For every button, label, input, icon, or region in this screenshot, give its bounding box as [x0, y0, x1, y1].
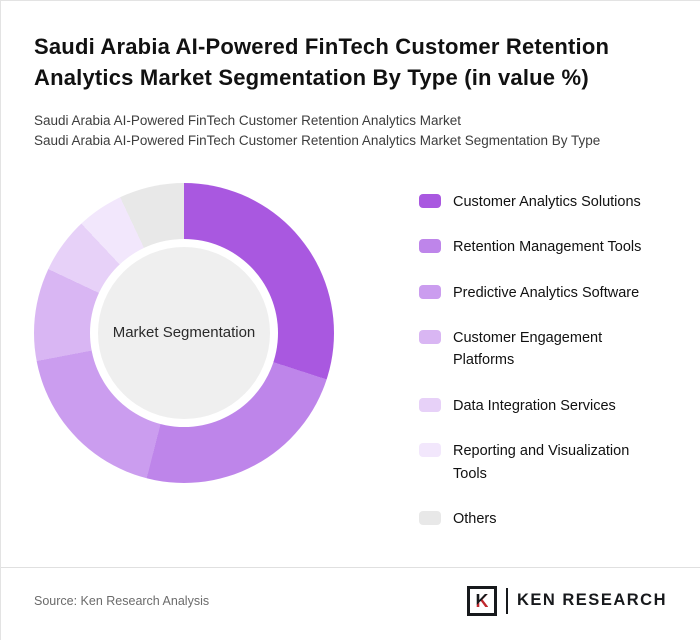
legend-item: Retention Management Tools: [419, 236, 661, 258]
legend-label: Customer Analytics Solutions: [453, 193, 641, 210]
legend-label: Data Integration Services: [453, 397, 616, 414]
page-title: Saudi Arabia AI-Powered FinTech Customer…: [34, 34, 610, 91]
logo-separator: [505, 587, 508, 614]
chart-area: Market Segmentation Customer Analytics S…: [34, 182, 667, 531]
legend-swatch-icon: [419, 397, 441, 412]
legend-item: Others: [419, 508, 661, 530]
legend-swatch-icon: [419, 284, 441, 299]
legend-swatch-icon: [419, 511, 441, 526]
chart-card: Saudi Arabia AI-Powered FinTech Customer…: [1, 1, 700, 531]
legend-swatch-icon: [419, 193, 441, 208]
subtitle-line-1: Saudi Arabia AI-Powered FinTech Customer…: [34, 113, 461, 129]
footer: Source: Ken Research Analysis K KEN RESE…: [1, 568, 700, 616]
logo-k-letter: K: [475, 590, 489, 611]
logo-wordmark: KEN RESEARCH: [516, 591, 667, 610]
donut-hole: Market Segmentation: [90, 238, 278, 427]
legend-label: Reporting and Visualization Tools: [453, 443, 630, 482]
legend-swatch-icon: [419, 239, 441, 254]
legend-swatch-icon: [419, 443, 441, 458]
legend-label: Predictive Analytics Software: [453, 284, 640, 301]
legend-item: Customer Analytics Solutions: [419, 191, 661, 213]
subtitle-line-2: Saudi Arabia AI-Powered FinTech Customer…: [34, 133, 601, 149]
legend-item: Predictive Analytics Software: [419, 282, 661, 304]
source-note: Source: Ken Research Analysis: [34, 593, 210, 608]
donut-chart: Market Segmentation: [34, 182, 334, 483]
legend-swatch-icon: [419, 330, 441, 344]
donut-center-label: Market Segmentation: [112, 324, 256, 342]
legend-item: Customer Engagement Platforms: [419, 327, 661, 372]
logo-k-box-icon: K: [466, 585, 497, 616]
legend-item: Data Integration Services: [419, 395, 661, 417]
legend-label: Retention Management Tools: [453, 239, 642, 256]
donut-center-disc: Market Segmentation: [98, 246, 270, 419]
legend-label: Others: [453, 511, 497, 528]
footer-divider: [1, 566, 700, 568]
legend-label: Customer Engagement Platforms: [453, 330, 603, 369]
subtitle-block: Saudi Arabia AI-Powered FinTech Customer…: [34, 111, 667, 150]
legend-item: Reporting and Visualization Tools: [419, 440, 661, 485]
chart-legend: Customer Analytics Solutions Retention M…: [419, 183, 661, 531]
ken-research-logo: K KEN RESEARCH: [466, 585, 667, 616]
